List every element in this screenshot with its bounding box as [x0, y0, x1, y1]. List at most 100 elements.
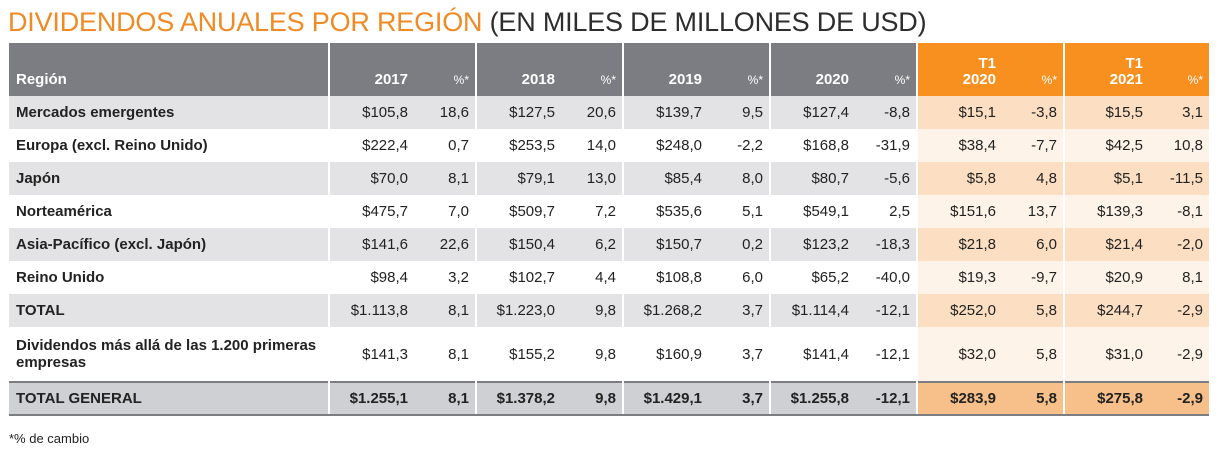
cell-2017: $141,3 [328, 327, 414, 382]
cell-pct-t1-2021: 10,8 [1149, 129, 1209, 162]
cell-2020: $549,1 [769, 195, 855, 228]
header-region: Región [9, 43, 329, 96]
cell-2018: $155,2 [475, 327, 561, 382]
cell-2017: $98,4 [328, 261, 414, 294]
cell-2019: $535,6 [622, 195, 708, 228]
cell-2018: $1.223,0 [475, 294, 561, 327]
cell-region: Japón [9, 162, 329, 195]
cell-region: TOTAL GENERAL [9, 381, 329, 416]
page-title: DIVIDENDOS ANUALES POR REGIÓN (EN MILES … [8, 4, 927, 40]
cell-pct-2018: 9,8 [561, 381, 623, 416]
cell-2020: $168,8 [769, 129, 855, 162]
table-row: Asia-Pacífico (excl. Japón) $141,6 22,6 $15… [9, 228, 1209, 261]
cell-pct-t1-2020: 6,0 [1002, 228, 1064, 261]
cell-pct-2017: 8,1 [414, 162, 476, 195]
cell-pct-t1-2021: -2,0 [1149, 228, 1209, 261]
cell-pct-t1-2020: -9,7 [1002, 261, 1064, 294]
cell-pct-2020: -8,8 [855, 96, 917, 129]
cell-t1-2020: $19,3 [916, 261, 1002, 294]
cell-pct-2017: 7,0 [414, 195, 476, 228]
cell-2019: $108,8 [622, 261, 708, 294]
cell-t1-2021: $139,3 [1063, 195, 1149, 228]
cell-pct-2019: 0,2 [708, 228, 770, 261]
cell-pct-2018: 20,6 [561, 96, 623, 129]
cell-pct-2020: -5,6 [855, 162, 917, 195]
cell-region: Europa (excl. Reino Unido) [9, 129, 329, 162]
cell-pct-2017: 8,1 [414, 294, 476, 327]
cell-2017: $1.255,1 [328, 381, 414, 416]
cell-2019: $85,4 [622, 162, 708, 195]
header-pct-2017: %* [414, 43, 476, 96]
cell-pct-2020: -12,1 [855, 294, 917, 327]
cell-2018: $509,7 [475, 195, 561, 228]
cell-2020: $80,7 [769, 162, 855, 195]
header-pct-2020: %* [855, 43, 917, 96]
cell-pct-2017: 0,7 [414, 129, 476, 162]
cell-pct-t1-2020: 4,8 [1002, 162, 1064, 195]
cell-2018: $253,5 [475, 129, 561, 162]
cell-pct-t1-2021: -2,9 [1149, 294, 1209, 327]
cell-t1-2021: $20,9 [1063, 261, 1149, 294]
cell-pct-2019: 8,0 [708, 162, 770, 195]
cell-t1-2020: $252,0 [916, 294, 1002, 327]
cell-2019: $150,7 [622, 228, 708, 261]
cell-2017: $1.113,8 [328, 294, 414, 327]
cell-pct-2019: 3,7 [708, 294, 770, 327]
title-units: (EN MILES DE MILLONES DE USD) [482, 7, 927, 37]
cell-t1-2020: $32,0 [916, 327, 1002, 382]
cell-pct-t1-2021: 3,1 [1149, 96, 1209, 129]
cell-pct-2020: -12,1 [855, 327, 917, 382]
cell-pct-2019: 5,1 [708, 195, 770, 228]
cell-2018: $1.378,2 [475, 381, 561, 416]
header-t1-2021-year: 2021 [1109, 71, 1143, 88]
cell-2020: $1.114,4 [769, 294, 855, 327]
header-pct-t1-2021: %* [1149, 43, 1209, 96]
cell-t1-2021: $31,0 [1063, 327, 1149, 382]
cell-t1-2020: $21,8 [916, 228, 1002, 261]
cell-pct-t1-2021: -8,1 [1149, 195, 1209, 228]
cell-pct-2020: -40,0 [855, 261, 917, 294]
cell-pct-2018: 7,2 [561, 195, 623, 228]
header-2020: 2020 [769, 43, 855, 96]
cell-pct-2017: 18,6 [414, 96, 476, 129]
cell-pct-2017: 8,1 [414, 381, 476, 416]
table-row: Dividendos más allá de las 1.200 primera… [9, 327, 1209, 382]
cell-2020: $123,2 [769, 228, 855, 261]
cell-pct-2017: 22,6 [414, 228, 476, 261]
cell-pct-2017: 3,2 [414, 261, 476, 294]
cell-region: TOTAL [9, 294, 329, 327]
dividends-table: Región 2017 %* 2018 %* 2019 %* 2020 %* T… [9, 43, 1209, 416]
cell-t1-2020: $151,6 [916, 195, 1002, 228]
header-t1-2020: T1 2020 [916, 43, 1002, 96]
grand-total-row: TOTAL GENERAL $1.255,1 8,1 $1.378,2 9,8 $1.42… [9, 381, 1209, 416]
cell-2017: $105,8 [328, 96, 414, 129]
cell-2018: $79,1 [475, 162, 561, 195]
cell-2019: $139,7 [622, 96, 708, 129]
table-row: Reino Unido $98,4 3,2 $102,7 4,4 $108,8 6,0 $65… [9, 261, 1209, 294]
cell-2019: $248,0 [622, 129, 708, 162]
cell-2020: $127,4 [769, 96, 855, 129]
cell-pct-t1-2020: 5,8 [1002, 381, 1064, 416]
cell-2017: $222,4 [328, 129, 414, 162]
header-pct-2019: %* [708, 43, 770, 96]
header-2018: 2018 [475, 43, 561, 96]
cell-2017: $141,6 [328, 228, 414, 261]
cell-pct-t1-2021: -2,9 [1149, 327, 1209, 382]
cell-2017: $70,0 [328, 162, 414, 195]
cell-pct-2020: -12,1 [855, 381, 917, 416]
table-header-row: Región 2017 %* 2018 %* 2019 %* 2020 %* T… [9, 43, 1209, 96]
cell-t1-2021: $244,7 [1063, 294, 1149, 327]
cell-region: Dividendos más allá de las 1.200 primera… [9, 327, 329, 382]
cell-2020: $1.255,8 [769, 381, 855, 416]
cell-pct-2020: 2,5 [855, 195, 917, 228]
cell-pct-2018: 9,8 [561, 327, 623, 382]
cell-2018: $127,5 [475, 96, 561, 129]
cell-pct-t1-2020: 5,8 [1002, 327, 1064, 382]
cell-pct-2019: 9,5 [708, 96, 770, 129]
cell-t1-2021: $42,5 [1063, 129, 1149, 162]
cell-2019: $1.429,1 [622, 381, 708, 416]
cell-t1-2021: $15,5 [1063, 96, 1149, 129]
cell-pct-2018: 6,2 [561, 228, 623, 261]
header-pct-2018: %* [561, 43, 623, 96]
cell-pct-2019: 3,7 [708, 327, 770, 382]
